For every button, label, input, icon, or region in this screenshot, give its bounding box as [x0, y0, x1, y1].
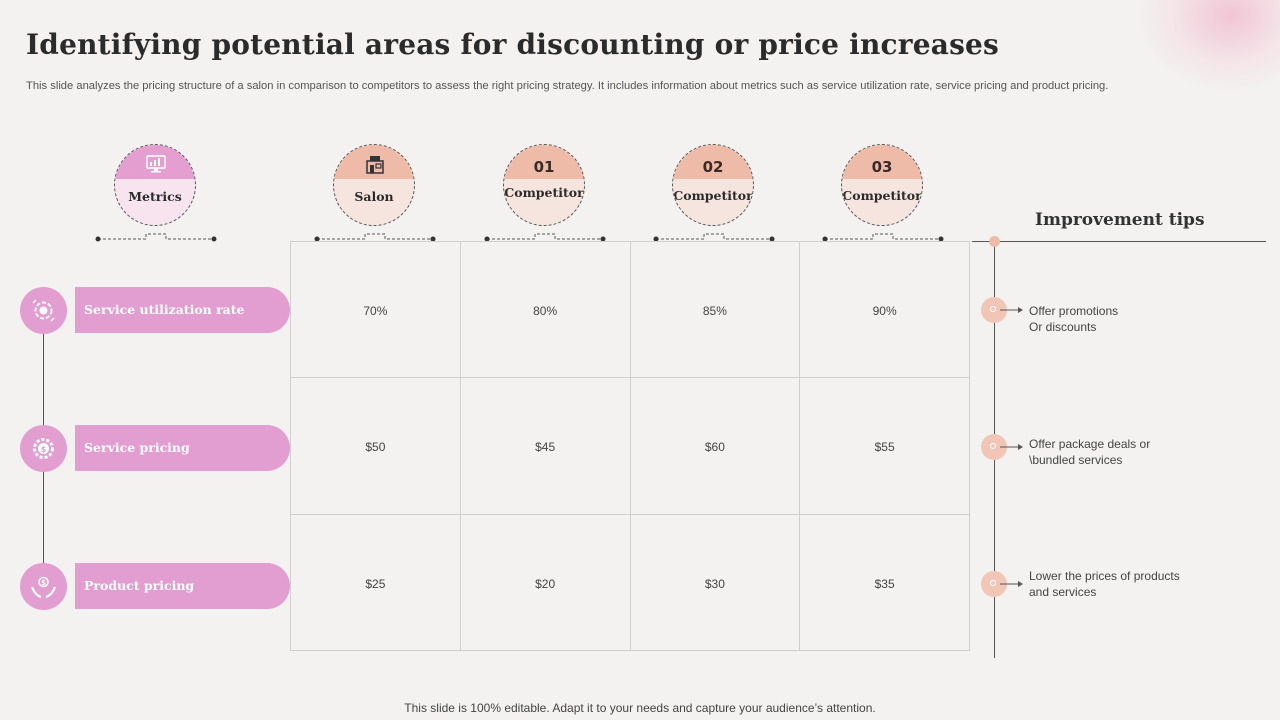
grid-cell: 85% [630, 242, 801, 379]
salon-storefront-icon [366, 156, 384, 174]
grid-cell: $20 [460, 514, 631, 651]
metric-icon-product-pricing: $ [20, 563, 67, 610]
grid-cell: $50 [291, 378, 461, 515]
grid-cell: $25 [291, 514, 461, 651]
grid-cell: $35 [800, 514, 970, 651]
header-label: Competitor [504, 185, 584, 200]
svg-text:$: $ [41, 445, 47, 454]
header-competitor-01: 01 Competitor [503, 144, 585, 226]
grid-cell: $30 [630, 514, 801, 651]
grid-cell: $60 [630, 378, 801, 515]
header-label: Metrics [128, 189, 182, 204]
header-salon: Salon [333, 144, 415, 226]
metric-icon-utilization [20, 287, 67, 334]
header-label: Competitor [842, 188, 922, 203]
metric-bar-utilization: Service utilization rate [75, 287, 290, 333]
tip-text: Offer promotions Or discounts [1029, 304, 1119, 334]
monitor-chart-icon [146, 155, 166, 173]
hands-dollar-icon: $ [31, 576, 56, 598]
header-connector [95, 233, 217, 242]
header-connector [653, 233, 775, 242]
header-cap [504, 145, 584, 179]
header-metrics: Metrics [114, 144, 196, 226]
comparison-grid: 70% 80% 85% 90% $50 $45 $60 $55 $25 $20 … [290, 241, 970, 651]
grid-cell: $45 [460, 378, 631, 515]
svg-text:$: $ [41, 579, 46, 587]
metric-label: Product pricing [84, 578, 195, 593]
header-label: Competitor [673, 188, 753, 203]
metric-label: Service pricing [84, 440, 190, 455]
header-number: 01 [533, 158, 555, 176]
header-competitor-03: 03 Competitor [841, 144, 923, 226]
metric-icon-service-pricing: $ [20, 425, 67, 472]
grid-cell: 90% [800, 242, 970, 379]
header-number: 02 [702, 158, 724, 176]
header-connector [314, 233, 436, 242]
arrow-right-icon [1000, 581, 1023, 587]
header-label: Salon [354, 189, 394, 204]
improvement-divider [972, 241, 1266, 243]
timeline-dot [989, 236, 1000, 247]
improvement-title: Improvement tips [1035, 210, 1205, 230]
corner-glow-decoration [1140, 0, 1280, 90]
tip-text: Lower the prices of products and service… [1029, 569, 1180, 599]
header-number: 03 [871, 158, 893, 176]
grid-cell: 80% [460, 242, 631, 379]
gear-cycle-icon [32, 299, 55, 322]
grid-cell: $55 [800, 378, 970, 515]
header-connector [484, 233, 606, 242]
metric-bar-service-pricing: Service pricing [75, 425, 290, 471]
metric-label: Service utilization rate [84, 302, 245, 317]
metric-bar-product-pricing: Product pricing [75, 563, 290, 609]
page-subtitle: This slide analyzes the pricing structur… [26, 80, 1109, 92]
footer-note: This slide is 100% editable. Adapt it to… [404, 701, 876, 715]
arrow-right-icon [1000, 444, 1023, 450]
gear-dollar-icon: $ [33, 438, 54, 459]
header-connector [822, 233, 944, 242]
arrow-right-icon [1000, 307, 1023, 313]
header-competitor-02: 02 Competitor [672, 144, 754, 226]
header-cap [673, 145, 753, 179]
page-title: Identifying potential areas for discount… [26, 28, 1000, 61]
grid-cell: 70% [291, 242, 461, 379]
tip-text: Offer package deals or \bundled services [1029, 437, 1151, 467]
header-cap [842, 145, 922, 179]
